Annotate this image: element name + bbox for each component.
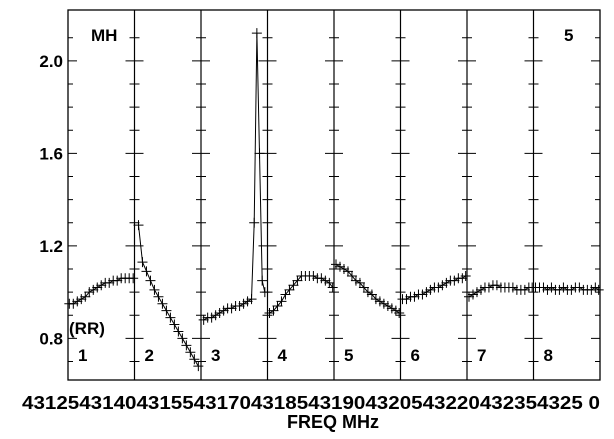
data-point xyxy=(257,276,267,286)
x-tick-labels: 4312543140431554317043185431904320543220… xyxy=(22,393,600,413)
series-line xyxy=(204,33,265,320)
data-point xyxy=(145,276,155,286)
polarization-label: (RR) xyxy=(69,319,105,338)
title-top-right: 5 xyxy=(564,26,573,45)
data-point xyxy=(137,257,147,267)
data-point xyxy=(260,287,270,297)
data-point xyxy=(252,28,262,38)
data-point xyxy=(255,148,265,158)
panel-label: 4 xyxy=(278,346,288,365)
x-axis-title: FREQ MHz xyxy=(287,412,379,432)
data-point xyxy=(141,266,151,276)
panel-label: 8 xyxy=(544,346,553,365)
y-tick-label: 1.2 xyxy=(39,237,63,256)
title-top-left: MH xyxy=(91,26,117,45)
labels-group: MH 5 (RR) FREQ MHz 431254314043155431704… xyxy=(22,26,600,432)
panel-label: 1 xyxy=(78,346,87,365)
panel-label: 3 xyxy=(211,346,220,365)
data-point xyxy=(249,218,259,228)
panel-label: 2 xyxy=(145,346,154,365)
panel-label: 5 xyxy=(344,346,353,365)
y-tick-label: 2.0 xyxy=(39,52,63,71)
panel-dividers xyxy=(135,10,534,380)
y-tick-label: 1.6 xyxy=(39,144,63,163)
y-tick-label: 0.8 xyxy=(39,329,63,348)
panel-label: 7 xyxy=(477,346,486,365)
series-line xyxy=(270,276,333,313)
panel-label: 6 xyxy=(411,346,420,365)
